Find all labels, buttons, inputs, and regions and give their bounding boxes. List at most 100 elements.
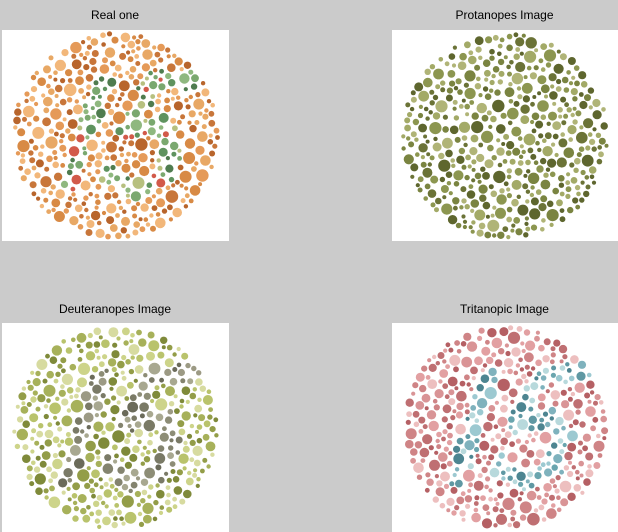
plate-dot bbox=[425, 472, 431, 478]
plate-dot bbox=[121, 446, 131, 456]
plate-dot bbox=[138, 381, 148, 391]
plate-dot bbox=[558, 344, 568, 354]
plate-dot bbox=[76, 332, 87, 343]
plate-dot bbox=[469, 454, 474, 459]
plate-dot bbox=[67, 78, 73, 83]
plate-dot bbox=[441, 436, 446, 442]
plate-dot bbox=[508, 425, 513, 430]
plate-dot bbox=[61, 490, 66, 495]
plate-dot bbox=[113, 111, 126, 124]
plate-dot bbox=[35, 455, 41, 461]
plate-dot bbox=[489, 55, 495, 61]
plate-dot bbox=[471, 159, 477, 165]
plate-dot bbox=[85, 135, 90, 140]
plate-dot bbox=[155, 483, 160, 488]
plate-dot bbox=[111, 395, 117, 401]
plate-dot bbox=[87, 172, 92, 177]
plate-dot bbox=[145, 222, 151, 227]
plate-dot bbox=[194, 404, 203, 413]
plate-dot bbox=[128, 74, 135, 80]
plate-dot bbox=[496, 124, 506, 134]
plate-dot bbox=[432, 496, 439, 503]
plate-dot bbox=[565, 180, 571, 186]
plate-dot bbox=[84, 433, 89, 438]
plate-dot bbox=[127, 423, 132, 429]
plate-dot bbox=[110, 405, 120, 415]
plate-dot bbox=[109, 224, 118, 232]
plate-dot bbox=[576, 131, 588, 144]
plate-dot bbox=[453, 115, 460, 121]
plate-dot bbox=[448, 451, 453, 456]
plate-dot bbox=[176, 95, 181, 100]
plate-dot bbox=[140, 452, 145, 457]
plate-dot bbox=[95, 169, 101, 175]
plate-dot bbox=[199, 385, 206, 392]
plate-dot bbox=[573, 484, 582, 492]
plate-dot bbox=[179, 404, 184, 409]
plate-dot bbox=[443, 446, 449, 452]
plate-dot bbox=[195, 429, 199, 434]
plate-dot bbox=[520, 104, 530, 114]
plate-dot bbox=[170, 117, 177, 124]
plate-dot bbox=[424, 183, 431, 190]
plate-dot bbox=[77, 224, 84, 230]
plate-dot bbox=[39, 444, 45, 450]
plate-dot bbox=[459, 380, 466, 387]
plate-dot bbox=[471, 178, 476, 183]
plate-dot bbox=[141, 39, 151, 48]
plate-dot bbox=[593, 462, 601, 469]
plate-dot bbox=[82, 103, 88, 109]
plate-dot bbox=[120, 92, 125, 97]
plate-dot bbox=[152, 516, 158, 522]
plate-dot bbox=[524, 352, 534, 363]
plate-dot bbox=[490, 115, 497, 123]
plate-dot bbox=[69, 363, 77, 371]
plate-dot bbox=[155, 98, 162, 105]
plate-dot bbox=[135, 476, 141, 481]
plate-dot bbox=[111, 416, 116, 422]
plate-dot bbox=[17, 128, 26, 137]
plate-dot bbox=[453, 86, 459, 91]
plate-dot bbox=[138, 338, 147, 347]
plate-dot bbox=[476, 384, 484, 392]
panel-deuteranopes: Deuteranopes Image bbox=[0, 294, 230, 532]
plate-dot bbox=[59, 144, 67, 152]
plate-dot bbox=[86, 124, 96, 135]
plate-dot bbox=[208, 110, 215, 117]
plate-dot bbox=[558, 138, 568, 148]
plate-dot bbox=[204, 108, 209, 113]
plate-dot bbox=[193, 413, 198, 418]
plate-dot bbox=[511, 179, 522, 190]
plate-dot bbox=[28, 138, 34, 144]
plate-dot bbox=[65, 69, 73, 77]
plate-dot bbox=[80, 180, 91, 191]
plate-dot bbox=[505, 466, 511, 472]
plate-dot bbox=[122, 140, 127, 145]
plate-dot bbox=[39, 460, 47, 468]
plate-dot bbox=[129, 172, 135, 178]
plate-dot bbox=[207, 414, 213, 420]
plate-dot bbox=[95, 509, 102, 516]
plate-dot bbox=[412, 118, 420, 126]
plate-dot bbox=[48, 478, 53, 484]
plate-dot bbox=[92, 86, 101, 95]
plate-dot bbox=[156, 198, 166, 208]
plate-dot bbox=[591, 146, 597, 152]
plate-dot bbox=[145, 197, 153, 204]
plate-dot bbox=[492, 66, 500, 73]
plate-dot bbox=[43, 488, 49, 494]
plate-dot bbox=[601, 107, 606, 112]
plate-dot bbox=[437, 352, 445, 359]
plate-dot bbox=[601, 427, 609, 435]
plate-dot bbox=[573, 167, 579, 173]
plate-dot bbox=[464, 204, 470, 210]
plate-dot bbox=[443, 483, 450, 489]
plate-dot bbox=[114, 372, 119, 377]
plate-dot bbox=[22, 116, 27, 122]
plate-dot bbox=[432, 398, 438, 404]
plate-dot bbox=[559, 469, 564, 475]
plate-dot bbox=[467, 463, 474, 470]
plate-dot bbox=[550, 346, 556, 352]
plate-dot bbox=[489, 79, 495, 86]
plate-dot bbox=[81, 168, 86, 173]
